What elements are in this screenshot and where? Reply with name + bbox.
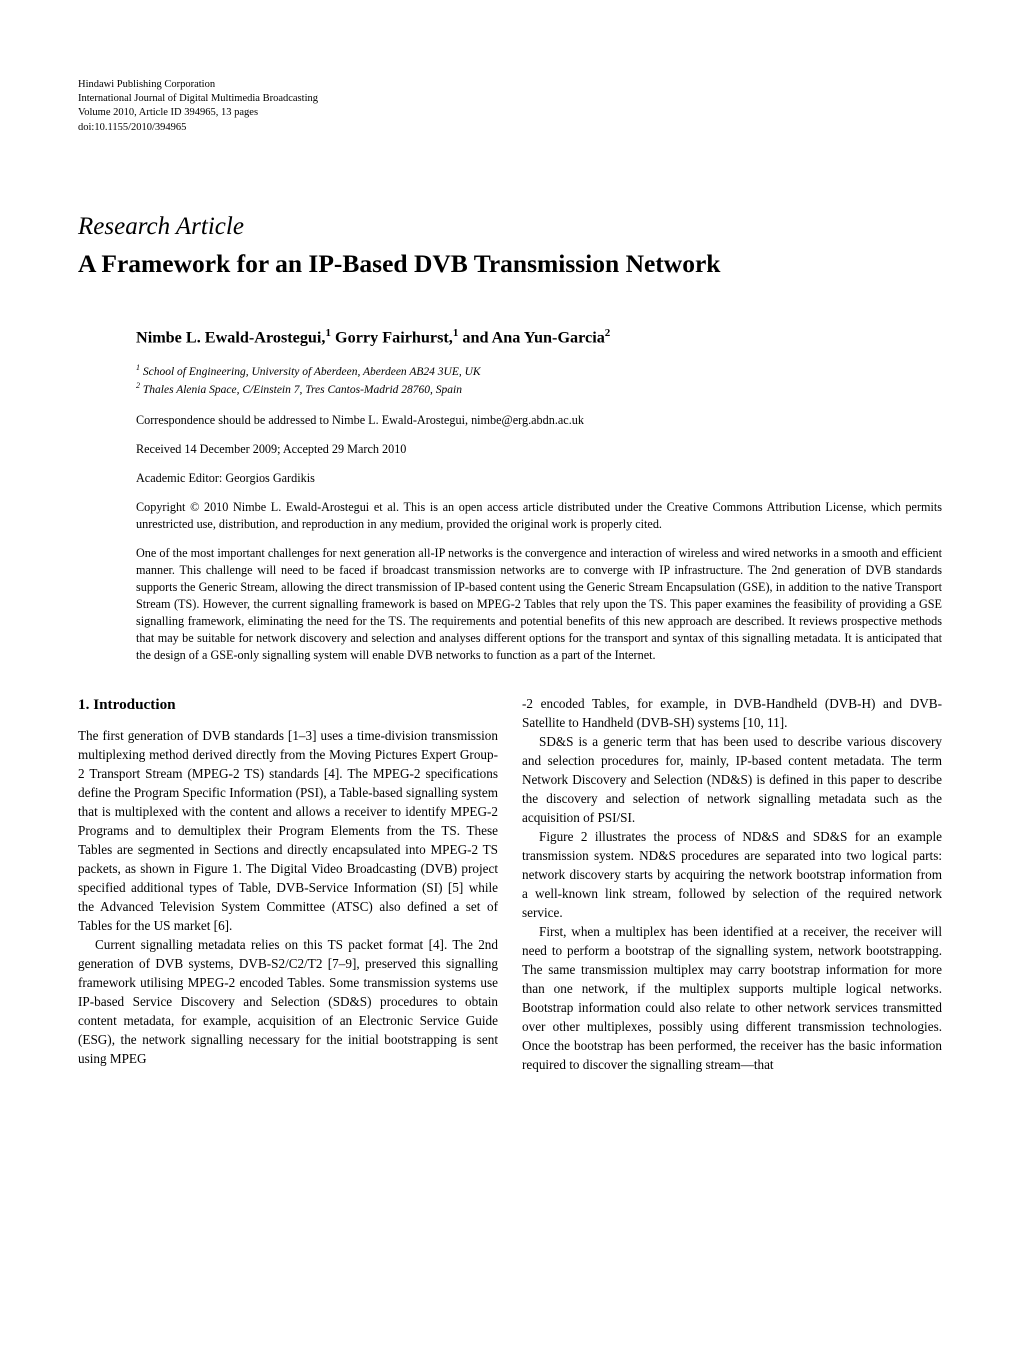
body-para-5: Figure 2 illustrates the process of ND&S…	[522, 827, 942, 922]
abstract: One of the most important challenges for…	[136, 545, 942, 665]
section-1-heading: 1. Introduction	[78, 694, 498, 716]
affiliations: 1 School of Engineering, University of A…	[136, 362, 942, 398]
body-para-1: The first generation of DVB standards [1…	[78, 726, 498, 935]
academic-editor: Academic Editor: Georgios Gardikis	[136, 470, 942, 487]
volume-id: Volume 2010, Article ID 394965, 13 pages	[78, 106, 942, 120]
body-para-3: -2 encoded Tables, for example, in DVB-H…	[522, 694, 942, 732]
copyright-notice: Copyright © 2010 Nimbe L. Ewald-Arostegu…	[136, 499, 942, 533]
article-title: A Framework for an IP-Based DVB Transmis…	[78, 248, 942, 280]
body-columns: 1. Introduction The first generation of …	[78, 694, 942, 1074]
journal-name: International Journal of Digital Multime…	[78, 92, 942, 106]
author-list: Nimbe L. Ewald-Arostegui,1 Gorry Fairhur…	[136, 326, 942, 350]
publisher: Hindawi Publishing Corporation	[78, 78, 942, 92]
affiliation-2: 2 Thales Alenia Space, C/Einstein 7, Tre…	[136, 380, 942, 398]
correspondence: Correspondence should be addressed to Ni…	[136, 412, 942, 429]
body-para-4: SD&S is a generic term that has been use…	[522, 732, 942, 827]
article-type: Research Article	[78, 209, 942, 245]
received-accepted-dates: Received 14 December 2009; Accepted 29 M…	[136, 441, 942, 458]
body-para-2: Current signalling metadata relies on th…	[78, 935, 498, 1068]
journal-info: Hindawi Publishing Corporation Internati…	[78, 78, 942, 135]
affiliation-1: 1 School of Engineering, University of A…	[136, 362, 942, 380]
body-para-6: First, when a multiplex has been identif…	[522, 922, 942, 1074]
doi: doi:10.1155/2010/394965	[78, 121, 942, 135]
